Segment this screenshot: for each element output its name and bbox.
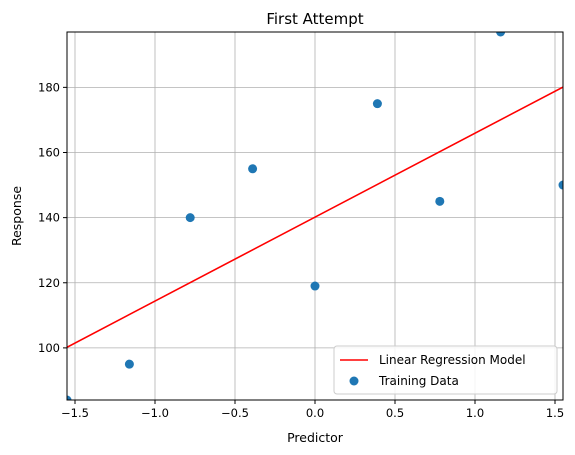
training-data-point: [124, 359, 134, 369]
training-data-point: [496, 32, 506, 37]
x-tick-label: 1.5: [546, 406, 564, 420]
training-data-point: [435, 196, 445, 206]
x-tick-label: −0.5: [221, 406, 249, 420]
ticks: −1.5 −1.0 −0.5 0.0 0.5 1.0 1.5 100 120 140 160 180: [38, 80, 564, 420]
training-data-point: [372, 99, 382, 109]
x-tick-label: 0.0: [306, 406, 324, 420]
x-tick-label: 0.5: [386, 406, 404, 420]
legend-label-training: Training Data: [378, 374, 459, 388]
chart-title: First Attempt: [266, 10, 363, 28]
series-layer: [67, 32, 563, 400]
legend-marker-swatch: [349, 376, 359, 386]
legend: Linear Regression Model Training Data: [333, 345, 558, 395]
y-tick-label: 120: [38, 276, 60, 290]
training-data-point: [248, 164, 258, 174]
y-tick-label: 140: [38, 211, 60, 225]
regression-line: [67, 86, 563, 348]
y-tick-label: 180: [38, 80, 60, 94]
legend-box: [333, 345, 558, 395]
training-data-point: [310, 281, 320, 291]
x-tick-label: −1.0: [141, 406, 169, 420]
y-tick-label: 100: [38, 341, 60, 355]
training-data-point: [558, 180, 563, 190]
legend-label-regression: Linear Regression Model: [379, 353, 526, 367]
x-tick-label: 1.0: [466, 406, 484, 420]
y-tick-label: 160: [38, 145, 60, 159]
x-tick-label: −1.5: [61, 406, 89, 420]
training-data-point: [185, 213, 195, 223]
y-axis-label: Response: [9, 186, 24, 246]
x-axis-label: Predictor: [287, 430, 344, 445]
training-data-point: [67, 395, 72, 400]
